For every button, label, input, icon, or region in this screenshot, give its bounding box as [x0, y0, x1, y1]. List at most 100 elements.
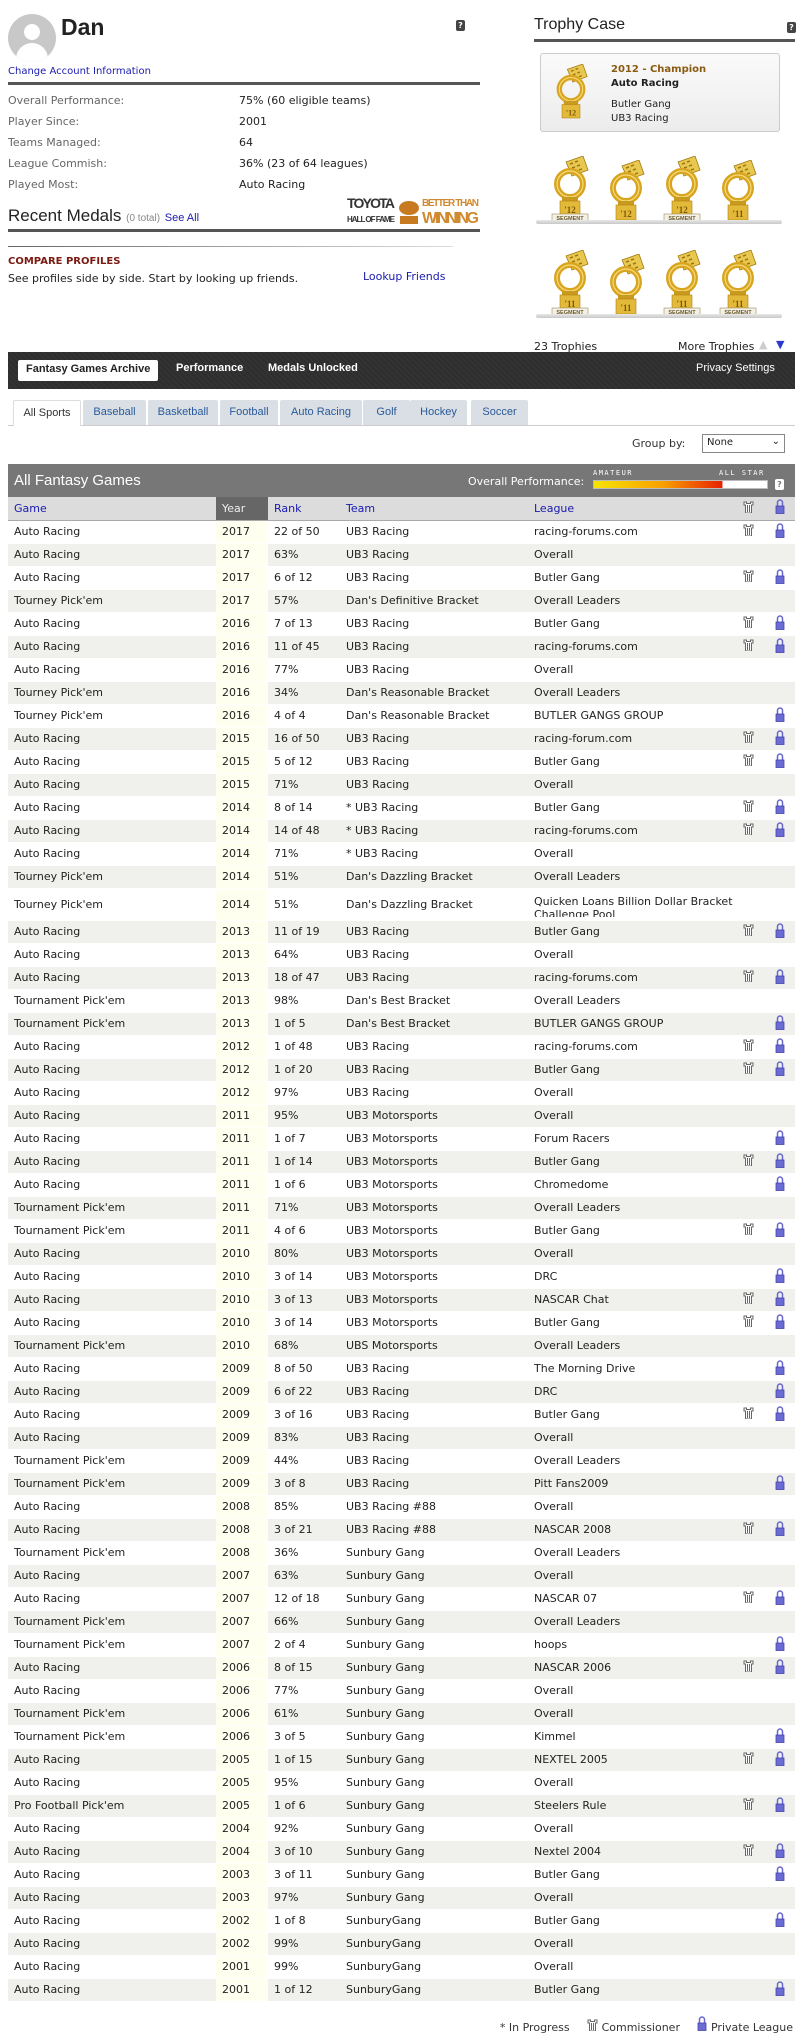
empty-cell — [733, 1633, 764, 1657]
rank-cell: 11 of 19 — [268, 920, 340, 944]
empty-cell — [733, 1978, 764, 2002]
rank-cell: 3 of 14 — [268, 1311, 340, 1335]
stat-value: Auto Racing — [239, 178, 306, 191]
table-row: Auto Racing 2017 22 of 50 UB3 Racing rac… — [8, 520, 795, 544]
league-cell: racing-forums.com — [528, 966, 733, 990]
trophy-icon[interactable]: '11 — [606, 253, 646, 323]
commissioner-icon — [733, 1150, 764, 1174]
sport-tab-football[interactable]: Football — [220, 400, 278, 425]
trophy-icon[interactable]: '12 SEGMENT — [662, 155, 702, 225]
game-cell: Pro Football Pick'em — [8, 1794, 216, 1818]
commissioner-icon — [733, 1058, 764, 1082]
change-account-link[interactable]: Change Account Information — [8, 66, 151, 77]
table-row: Auto Racing 2004 3 of 10 Sunbury Gang Ne… — [8, 1840, 795, 1864]
stat-label: League Commish: — [8, 157, 107, 170]
team-cell: SunburyGang — [340, 1955, 528, 1979]
scale-high-label: ALL STAR — [719, 469, 765, 477]
rank-cell: 1 of 6 — [268, 1794, 340, 1818]
commissioner-icon — [733, 1219, 764, 1243]
table-row: Auto Racing 2006 8 of 15 Sunbury Gang NA… — [8, 1656, 795, 1680]
league-cell: Chromedome — [528, 1173, 733, 1197]
game-cell: Tournament Pick'em — [8, 1702, 216, 1726]
lock-icon — [764, 1035, 795, 1059]
see-all-link[interactable]: See All — [164, 212, 200, 224]
year-cell: 2013 — [216, 1012, 268, 1036]
year-cell: 2010 — [216, 1311, 268, 1335]
sport-tab-all-sports[interactable]: All Sports — [13, 400, 81, 426]
tab-fantasy-games-archive[interactable]: Fantasy Games Archive — [18, 360, 159, 381]
sport-tab-hockey[interactable]: Hockey — [410, 400, 467, 425]
column-team[interactable]: Team — [340, 497, 528, 521]
sport-tab-basketball[interactable]: Basketball — [148, 400, 218, 425]
rank-cell: 83% — [268, 1426, 340, 1450]
team-cell: Sunbury Gang — [340, 1633, 528, 1657]
sport-tab-soccer[interactable]: Soccer — [471, 400, 528, 425]
column-game[interactable]: Game — [8, 497, 216, 521]
arrow-up-icon[interactable]: ▲ — [759, 338, 768, 351]
private-column-icon[interactable] — [764, 497, 795, 521]
column-year[interactable]: Year — [216, 497, 268, 521]
featured-trophy[interactable]: '12 2012 - Champion Auto Racing Butler G… — [540, 53, 780, 132]
trophy-icon[interactable]: '11 — [718, 159, 758, 229]
empty-cell — [733, 989, 764, 1013]
empty-cell — [764, 989, 795, 1013]
sport-tab-golf[interactable]: Golf — [363, 400, 410, 425]
svg-text:'11: '11 — [732, 299, 744, 309]
league-cell: racing-forums.com — [528, 520, 733, 544]
empty-cell — [733, 704, 764, 728]
tab-medals-unlocked[interactable]: Medals Unlocked — [268, 362, 358, 374]
trophy-icon[interactable]: '12 SEGMENT — [550, 155, 590, 225]
rank-cell: 4 of 6 — [268, 1219, 340, 1243]
game-cell: Auto Racing — [8, 1748, 216, 1772]
svg-text:'12: '12 — [564, 205, 576, 215]
table-row: Tournament Pick'em 2011 71% UB3 Motorspo… — [8, 1196, 795, 1220]
empty-cell — [764, 1610, 795, 1634]
empty-cell — [733, 1449, 764, 1473]
privacy-settings-link[interactable]: Privacy Settings — [696, 362, 775, 374]
team-cell: UB3 Racing — [340, 635, 528, 659]
column-rank[interactable]: Rank — [268, 497, 340, 521]
empty-cell — [764, 1955, 795, 1979]
group-by-select[interactable]: None ⌄ — [702, 434, 785, 453]
performance-meter — [593, 480, 768, 489]
svg-text:WINNING: WINNING — [422, 210, 479, 226]
trophy-icon[interactable]: '12 — [606, 159, 646, 229]
trophy-icon[interactable]: '11 SEGMENT — [718, 249, 758, 319]
year-cell: 2005 — [216, 1794, 268, 1818]
stat-label: Overall Performance: — [8, 94, 125, 107]
tab-performance[interactable]: Performance — [176, 362, 244, 374]
rank-cell: 8 of 50 — [268, 1357, 340, 1381]
commissioner-column-icon[interactable] — [733, 497, 764, 521]
rank-cell: 95% — [268, 1771, 340, 1795]
league-cell: Overall — [528, 1104, 733, 1128]
column-league[interactable]: League — [528, 497, 733, 521]
help-icon[interactable]: ? — [456, 20, 465, 31]
divider — [8, 229, 480, 232]
rank-cell: 3 of 21 — [268, 1518, 340, 1542]
trophy-icon[interactable]: '11 SEGMENT — [662, 249, 702, 319]
sport-tab-baseball[interactable]: Baseball — [83, 400, 146, 425]
sport-tab-auto-racing[interactable]: Auto Racing — [280, 400, 362, 425]
table-row: Auto Racing 2014 14 of 48 * UB3 Racing r… — [8, 819, 795, 843]
rank-cell: 99% — [268, 1955, 340, 1979]
table-row: Tournament Pick'em 2006 61% Sunbury Gang… — [8, 1702, 795, 1726]
table-row: Auto Racing 2005 95% Sunbury Gang Overal… — [8, 1771, 795, 1795]
games-table: Game Year Rank Team League Auto Racing 2… — [8, 497, 795, 2002]
compare-profiles-heading: COMPARE PROFILES — [8, 256, 121, 267]
lock-icon — [764, 1150, 795, 1174]
rank-cell: 57% — [268, 589, 340, 613]
help-icon[interactable]: ? — [787, 22, 796, 33]
stat-label: Played Most: — [8, 178, 79, 191]
team-cell: UB3 Motorsports — [340, 1311, 528, 1335]
rank-cell: 3 of 13 — [268, 1288, 340, 1312]
arrow-down-icon[interactable]: ▼ — [776, 338, 785, 351]
game-cell: Auto Racing — [8, 1840, 216, 1864]
team-cell: UB3 Motorsports — [340, 1288, 528, 1312]
lookup-friends-link[interactable]: Lookup Friends — [363, 270, 446, 283]
help-icon[interactable]: ? — [775, 479, 784, 490]
game-cell: Auto Racing — [8, 1127, 216, 1151]
empty-cell — [733, 1564, 764, 1588]
team-cell: SunburyGang — [340, 1932, 528, 1956]
trophy-icon[interactable]: '11 SEGMENT — [550, 249, 590, 319]
league-cell: hoops — [528, 1633, 733, 1657]
